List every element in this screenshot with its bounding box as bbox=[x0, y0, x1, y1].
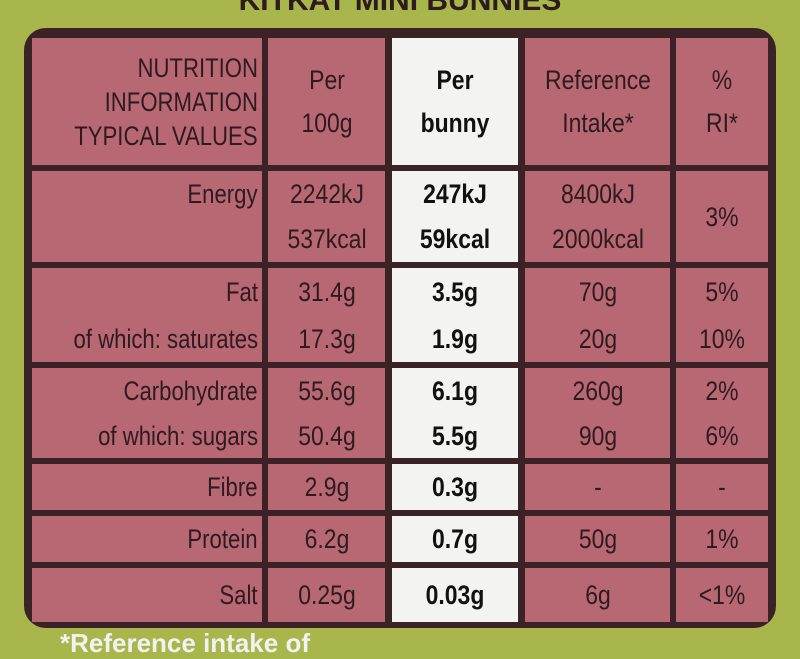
table-cell: 0.03g bbox=[392, 568, 518, 622]
table-cell: 1% bbox=[676, 516, 768, 562]
table-cell: - bbox=[676, 464, 768, 510]
cell-value: 31.4g bbox=[297, 276, 356, 307]
product-title: KITKAT MINI BUNNIES bbox=[238, 0, 562, 17]
table-cell: 3.5g 1.9g bbox=[392, 268, 518, 362]
row-label: INFORMATION bbox=[104, 86, 258, 117]
table-cell: Fibre bbox=[32, 464, 262, 510]
header-cell: Per 100g bbox=[268, 38, 385, 165]
cell-value: 50g bbox=[578, 524, 617, 554]
table-cell: Protein bbox=[32, 516, 262, 562]
cell-value: bunny bbox=[420, 107, 490, 138]
cell-value: RI* bbox=[706, 107, 738, 138]
cell-value: 90g bbox=[578, 420, 617, 451]
cell-value: 8400kJ bbox=[560, 178, 635, 209]
cell-value: 0.3g bbox=[432, 472, 478, 502]
header-cell: NUTRITION INFORMATION TYPICAL VALUES bbox=[32, 38, 262, 165]
cell-value: 10% bbox=[699, 323, 745, 354]
row-label: Carbohydrate bbox=[123, 375, 258, 406]
table-cell: 70g 20g bbox=[525, 268, 670, 362]
label-photo: KITKAT MINI BUNNIES *Reference intake of… bbox=[24, 0, 776, 658]
cell-value: 2242kJ bbox=[289, 178, 364, 209]
table-cell: 31.4g 17.3g bbox=[268, 268, 385, 362]
table-cell: Energy bbox=[32, 171, 262, 262]
table-cell: 50g bbox=[525, 516, 670, 562]
cell-value: 2000kcal bbox=[551, 224, 644, 255]
table-cell: Salt bbox=[32, 568, 262, 622]
table-cell: Carbohydrate of which: sugars bbox=[32, 368, 262, 458]
row-label: Fat bbox=[226, 276, 258, 307]
table-cell: 8400kJ 2000kcal bbox=[525, 171, 670, 262]
table-cell: 55.6g 50.4g bbox=[268, 368, 385, 458]
cell-value: Per bbox=[436, 65, 474, 96]
cell-value: 20g bbox=[578, 323, 617, 354]
cell-value: 247kJ bbox=[423, 178, 487, 209]
header-cell: Reference Intake* bbox=[525, 38, 670, 165]
cell-value: - bbox=[718, 472, 726, 502]
cell-value: 6.2g bbox=[304, 524, 349, 554]
cell-value: % bbox=[711, 65, 733, 96]
cell-value: Intake* bbox=[561, 107, 634, 138]
table-cell: 2242kJ 537kcal bbox=[268, 171, 385, 262]
cell-value: <1% bbox=[698, 580, 746, 610]
row-label: Fibre bbox=[207, 472, 258, 502]
cell-value: - bbox=[593, 472, 602, 502]
cell-value: 50.4g bbox=[297, 420, 356, 451]
table-cell: 6.1g 5.5g bbox=[392, 368, 518, 458]
cell-value: 537kcal bbox=[286, 224, 367, 255]
table-cell: 6g bbox=[525, 568, 670, 622]
cell-value: 3.5g bbox=[432, 276, 478, 307]
table-cell: - bbox=[525, 464, 670, 510]
cell-value: 5% bbox=[705, 276, 739, 307]
table-cell: 0.25g bbox=[268, 568, 385, 622]
row-label: of which: saturates bbox=[73, 323, 258, 354]
header-cell: Per bunny bbox=[392, 38, 518, 165]
table-cell: 260g 90g bbox=[525, 368, 670, 458]
cell-value: 0.25g bbox=[297, 580, 356, 610]
cell-value: 59kcal bbox=[419, 224, 491, 255]
cell-value: 70g bbox=[578, 276, 617, 307]
table-cell: 2.9g bbox=[268, 464, 385, 510]
row-label: TYPICAL VALUES bbox=[74, 120, 258, 151]
cell-value: 2% bbox=[705, 375, 739, 406]
cell-value: Reference bbox=[544, 65, 651, 96]
table-cell: 0.3g bbox=[392, 464, 518, 510]
cell-value: 6% bbox=[705, 420, 739, 451]
table-cell: 0.7g bbox=[392, 516, 518, 562]
cell-value: 17.3g bbox=[297, 323, 356, 354]
table-cell: Fat of which: saturates bbox=[32, 268, 262, 362]
row-label: Energy bbox=[187, 178, 258, 209]
cell-value: 260g bbox=[571, 375, 624, 406]
cell-value: 3% bbox=[705, 201, 739, 232]
table-cell: 3% bbox=[676, 171, 768, 262]
table-cell: 6.2g bbox=[268, 516, 385, 562]
cell-value: 6g bbox=[584, 580, 611, 610]
row-label: NUTRITION bbox=[137, 52, 258, 83]
table-cell: 5% 10% bbox=[676, 268, 768, 362]
cell-value: 2.9g bbox=[304, 472, 349, 502]
table-cell: 2% 6% bbox=[676, 368, 768, 458]
cell-value: 6.1g bbox=[432, 375, 478, 406]
table-cell: <1% bbox=[676, 568, 768, 622]
cell-value: 1% bbox=[705, 524, 739, 554]
cell-value: 5.5g bbox=[432, 420, 478, 451]
cell-value: 1.9g bbox=[432, 323, 478, 354]
row-label: Salt bbox=[219, 580, 258, 610]
cell-value: 0.03g bbox=[425, 580, 485, 610]
cell-value: 55.6g bbox=[297, 375, 356, 406]
cell-value: 100g bbox=[300, 107, 353, 138]
cell-value: Per bbox=[308, 65, 345, 96]
header-cell: % RI* bbox=[676, 38, 768, 165]
row-label: Protein bbox=[187, 524, 258, 554]
cell-value: 0.7g bbox=[432, 524, 478, 554]
row-label: of which: sugars bbox=[98, 420, 258, 451]
table-cell: 247kJ 59kcal bbox=[392, 171, 518, 262]
